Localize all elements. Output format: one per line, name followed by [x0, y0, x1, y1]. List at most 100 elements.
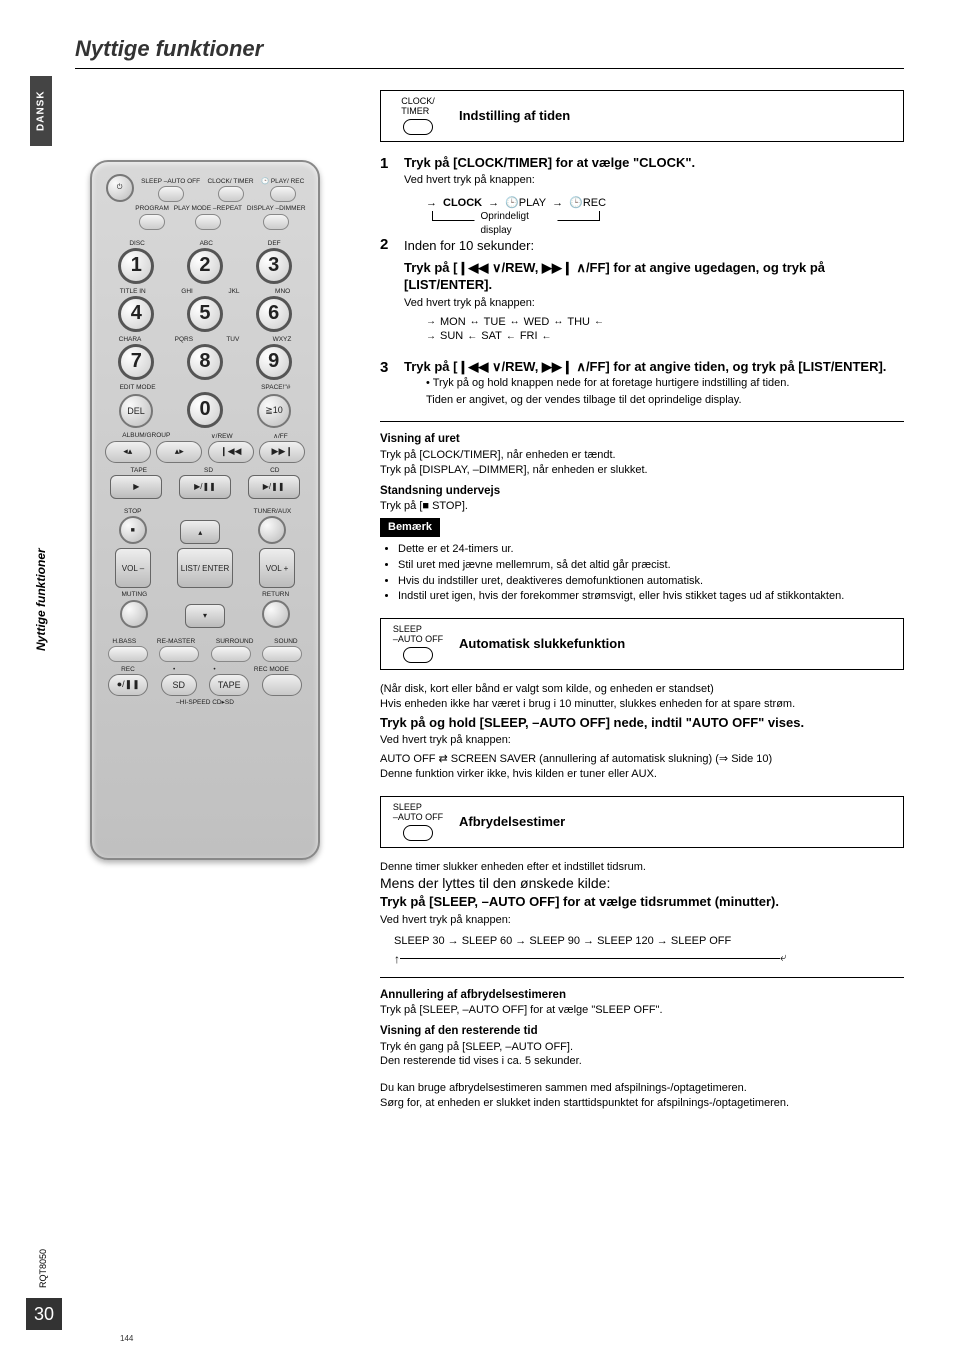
sleep-60: SLEEP 60 — [462, 935, 513, 947]
return-button — [262, 600, 290, 628]
num-8-button: 8 — [187, 344, 223, 380]
hbass-label: H.BASS — [112, 638, 136, 645]
sound-label: SOUND — [274, 638, 297, 645]
step-2-intro: Inden for 10 sekunder: — [404, 237, 904, 255]
day-mon: MON — [440, 315, 466, 330]
title-divider — [75, 68, 904, 69]
day-fri: FRI — [520, 329, 538, 344]
rec-tape-button: TAPE — [209, 674, 249, 696]
sleep-label: SLEEP –AUTO OFF — [141, 179, 200, 186]
down-button: ▾ — [185, 604, 225, 628]
jkl-label: JKL — [228, 288, 239, 295]
remain-l2: Den resterende tid vises i ca. 5 sekunde… — [380, 1054, 904, 1069]
num-9-button: 9 — [256, 344, 292, 380]
list-enter-button: LIST/ ENTER — [177, 548, 233, 588]
sd-label: SD — [204, 467, 213, 474]
clock-timer-label: CLOCK/ TIMER — [207, 179, 253, 186]
tuner-button — [258, 516, 286, 544]
divider — [380, 977, 904, 978]
sleep-30: SLEEP 30 — [394, 935, 445, 947]
remaster-button — [159, 646, 199, 662]
wxyz-label: WXYZ — [273, 336, 292, 343]
tape-label: TAPE — [131, 467, 148, 474]
sleep-p1: Denne timer slukker enheden efter et ind… — [380, 860, 904, 875]
stop-label: STOP — [124, 509, 142, 516]
num-5-button: 5 — [187, 296, 223, 332]
del-button: DEL — [119, 394, 153, 428]
flow-clock: CLOCK — [443, 196, 482, 211]
step-1-flow: → CLOCK → 🕒PLAY → 🕒REC Oprindeligt displ… — [426, 196, 606, 221]
step-1: 1 Tryk på [CLOCK/TIMER] for at vælge "CL… — [380, 154, 904, 229]
key-shape-icon — [403, 825, 433, 841]
days-cycle: →MON ↔TUE ↔WED ↔THU ← →SUN ←SAT ←FRI ← — [426, 315, 904, 345]
content-column: CLOCK/ TIMER Indstilling af tiden 1 Tryk… — [380, 90, 904, 1111]
key-clock-timer: CLOCK/ TIMER — [391, 97, 445, 135]
step-2-number: 2 — [380, 235, 396, 352]
album-group-label: ALBUM/GROUP — [122, 432, 170, 440]
document-id: RQT8050 — [38, 1249, 48, 1288]
day-sat: SAT — [481, 329, 502, 344]
key-shape-icon — [403, 647, 433, 663]
note-item: Dette er et 24-timers ur. — [398, 542, 904, 557]
surround-button — [211, 646, 251, 662]
stopping-heading: Standsning undervejs — [380, 484, 904, 500]
section-autooff-header: SLEEP –AUTO OFF Automatisk slukkefunktio… — [380, 618, 904, 670]
stop-button: ■ — [119, 516, 147, 544]
step-3-note-1: • Tryk på og hold knappen nede for at fo… — [426, 376, 904, 391]
sleep-foot1: Du kan bruge afbrydelsestimeren sammen m… — [380, 1081, 904, 1096]
divider — [380, 421, 904, 422]
sleep-p2: Mens der lyttes til den ønskede kilde: — [380, 874, 904, 893]
mno-label: MNO — [275, 288, 290, 295]
ff-button: ▶▶❙ — [259, 441, 305, 463]
autooff-sub: Ved hvert tryk på knappen: — [380, 733, 904, 748]
remote-control-diagram: ⏻ SLEEP –AUTO OFF CLOCK/ TIMER 🕒 PLAY/ R… — [90, 160, 320, 860]
key-shape-icon — [403, 119, 433, 135]
pqrs-label: PQRS — [175, 336, 193, 343]
power-button: ⏻ — [106, 174, 134, 202]
language-tab: DANSK — [30, 76, 52, 146]
num-6-button: 6 — [256, 296, 292, 332]
play-rec-button — [270, 186, 296, 202]
stopping-l1: Tryk på [■ STOP]. — [380, 499, 904, 514]
cd-label: CD — [270, 467, 279, 474]
play-rec-label: 🕒 PLAY/ REC — [261, 179, 304, 186]
step-3-number: 3 — [380, 358, 396, 411]
note-item: Hvis du indstiller uret, deaktiveres dem… — [398, 574, 904, 589]
step-2-title: Tryk på [❙◀◀ ∨/REW, ▶▶❙ ∧/FF] for at ang… — [404, 259, 904, 294]
return-label: RETURN — [262, 592, 289, 599]
step-1-sub: Ved hvert tryk på knappen: — [404, 173, 904, 188]
autooff-p1: (Når disk, kort eller bånd er valgt som … — [380, 682, 904, 697]
showing-l2: Tryk på [DISPLAY, –DIMMER], når enheden … — [380, 463, 904, 478]
sleep-sub: Ved hvert tryk på knappen: — [380, 913, 904, 928]
vol-down-button: VOL – — [115, 548, 151, 588]
num-2-button: 2 — [187, 248, 223, 284]
notes-list: Dette er et 24-timers ur. Stil uret med … — [398, 542, 904, 604]
step-1-number: 1 — [380, 154, 396, 229]
page-title: Nyttige funktioner — [75, 36, 263, 62]
section-sleep-header: SLEEP –AUTO OFF Afbrydelsestimer — [380, 796, 904, 848]
abc-label: ABC — [200, 240, 213, 247]
step-1-title: Tryk på [CLOCK/TIMER] for at vælge "CLOC… — [404, 154, 904, 172]
ff-label: ∧/FF — [273, 432, 288, 440]
note-item: Indstil uret igen, hvis der forekommer s… — [398, 589, 904, 604]
num-7-button: 7 — [118, 344, 154, 380]
rew-label: ∨/REW — [211, 432, 233, 440]
muting-label: MUTING — [122, 592, 148, 599]
key-sleep-autooff-2: SLEEP –AUTO OFF — [391, 803, 445, 841]
rec-label: REC — [121, 666, 135, 673]
key-sleep-autooff: SLEEP –AUTO OFF — [391, 625, 445, 663]
muting-button — [120, 600, 148, 628]
hispeed-label: –HI-SPEED CD▸SD — [102, 700, 308, 707]
autooff-section-title: Automatisk slukkefunktion — [459, 635, 625, 653]
flow-original-display: Oprindeligt display — [475, 210, 558, 237]
side-section-label: Nyttige funktioner — [30, 490, 52, 710]
up-button: ▴ — [180, 520, 220, 544]
num-1-button: 1 — [118, 248, 154, 284]
day-wed: WED — [524, 315, 550, 330]
note-label: Bemærk — [380, 518, 440, 537]
page-number: 30 — [26, 1298, 62, 1330]
display-label: DISPLAY –DIMMER — [247, 206, 306, 213]
surround-label: SURROUND — [216, 638, 254, 645]
editmode-label: EDIT MODE — [120, 384, 156, 391]
clock-section-title: Indstilling af tiden — [459, 107, 570, 125]
